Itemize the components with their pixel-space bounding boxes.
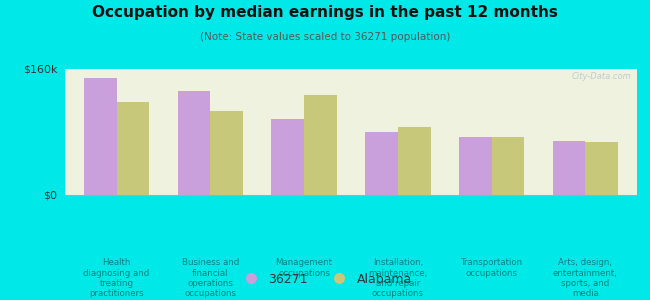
Bar <box>491 137 525 195</box>
Bar <box>552 141 586 195</box>
Bar <box>116 102 150 195</box>
Bar <box>84 78 116 195</box>
Text: (Note: State values scaled to 36271 population): (Note: State values scaled to 36271 popu… <box>200 32 450 41</box>
Bar <box>211 111 243 195</box>
Bar <box>304 95 337 195</box>
Text: Occupation by median earnings in the past 12 months: Occupation by median earnings in the pas… <box>92 4 558 20</box>
Bar <box>177 91 211 195</box>
Bar <box>459 137 491 195</box>
Bar <box>271 118 304 195</box>
Bar <box>398 127 431 195</box>
Bar <box>365 132 398 195</box>
Text: City-Data.com: City-Data.com <box>571 71 631 80</box>
Legend: 36271, Alabama: 36271, Alabama <box>233 268 417 291</box>
Bar <box>586 142 618 195</box>
